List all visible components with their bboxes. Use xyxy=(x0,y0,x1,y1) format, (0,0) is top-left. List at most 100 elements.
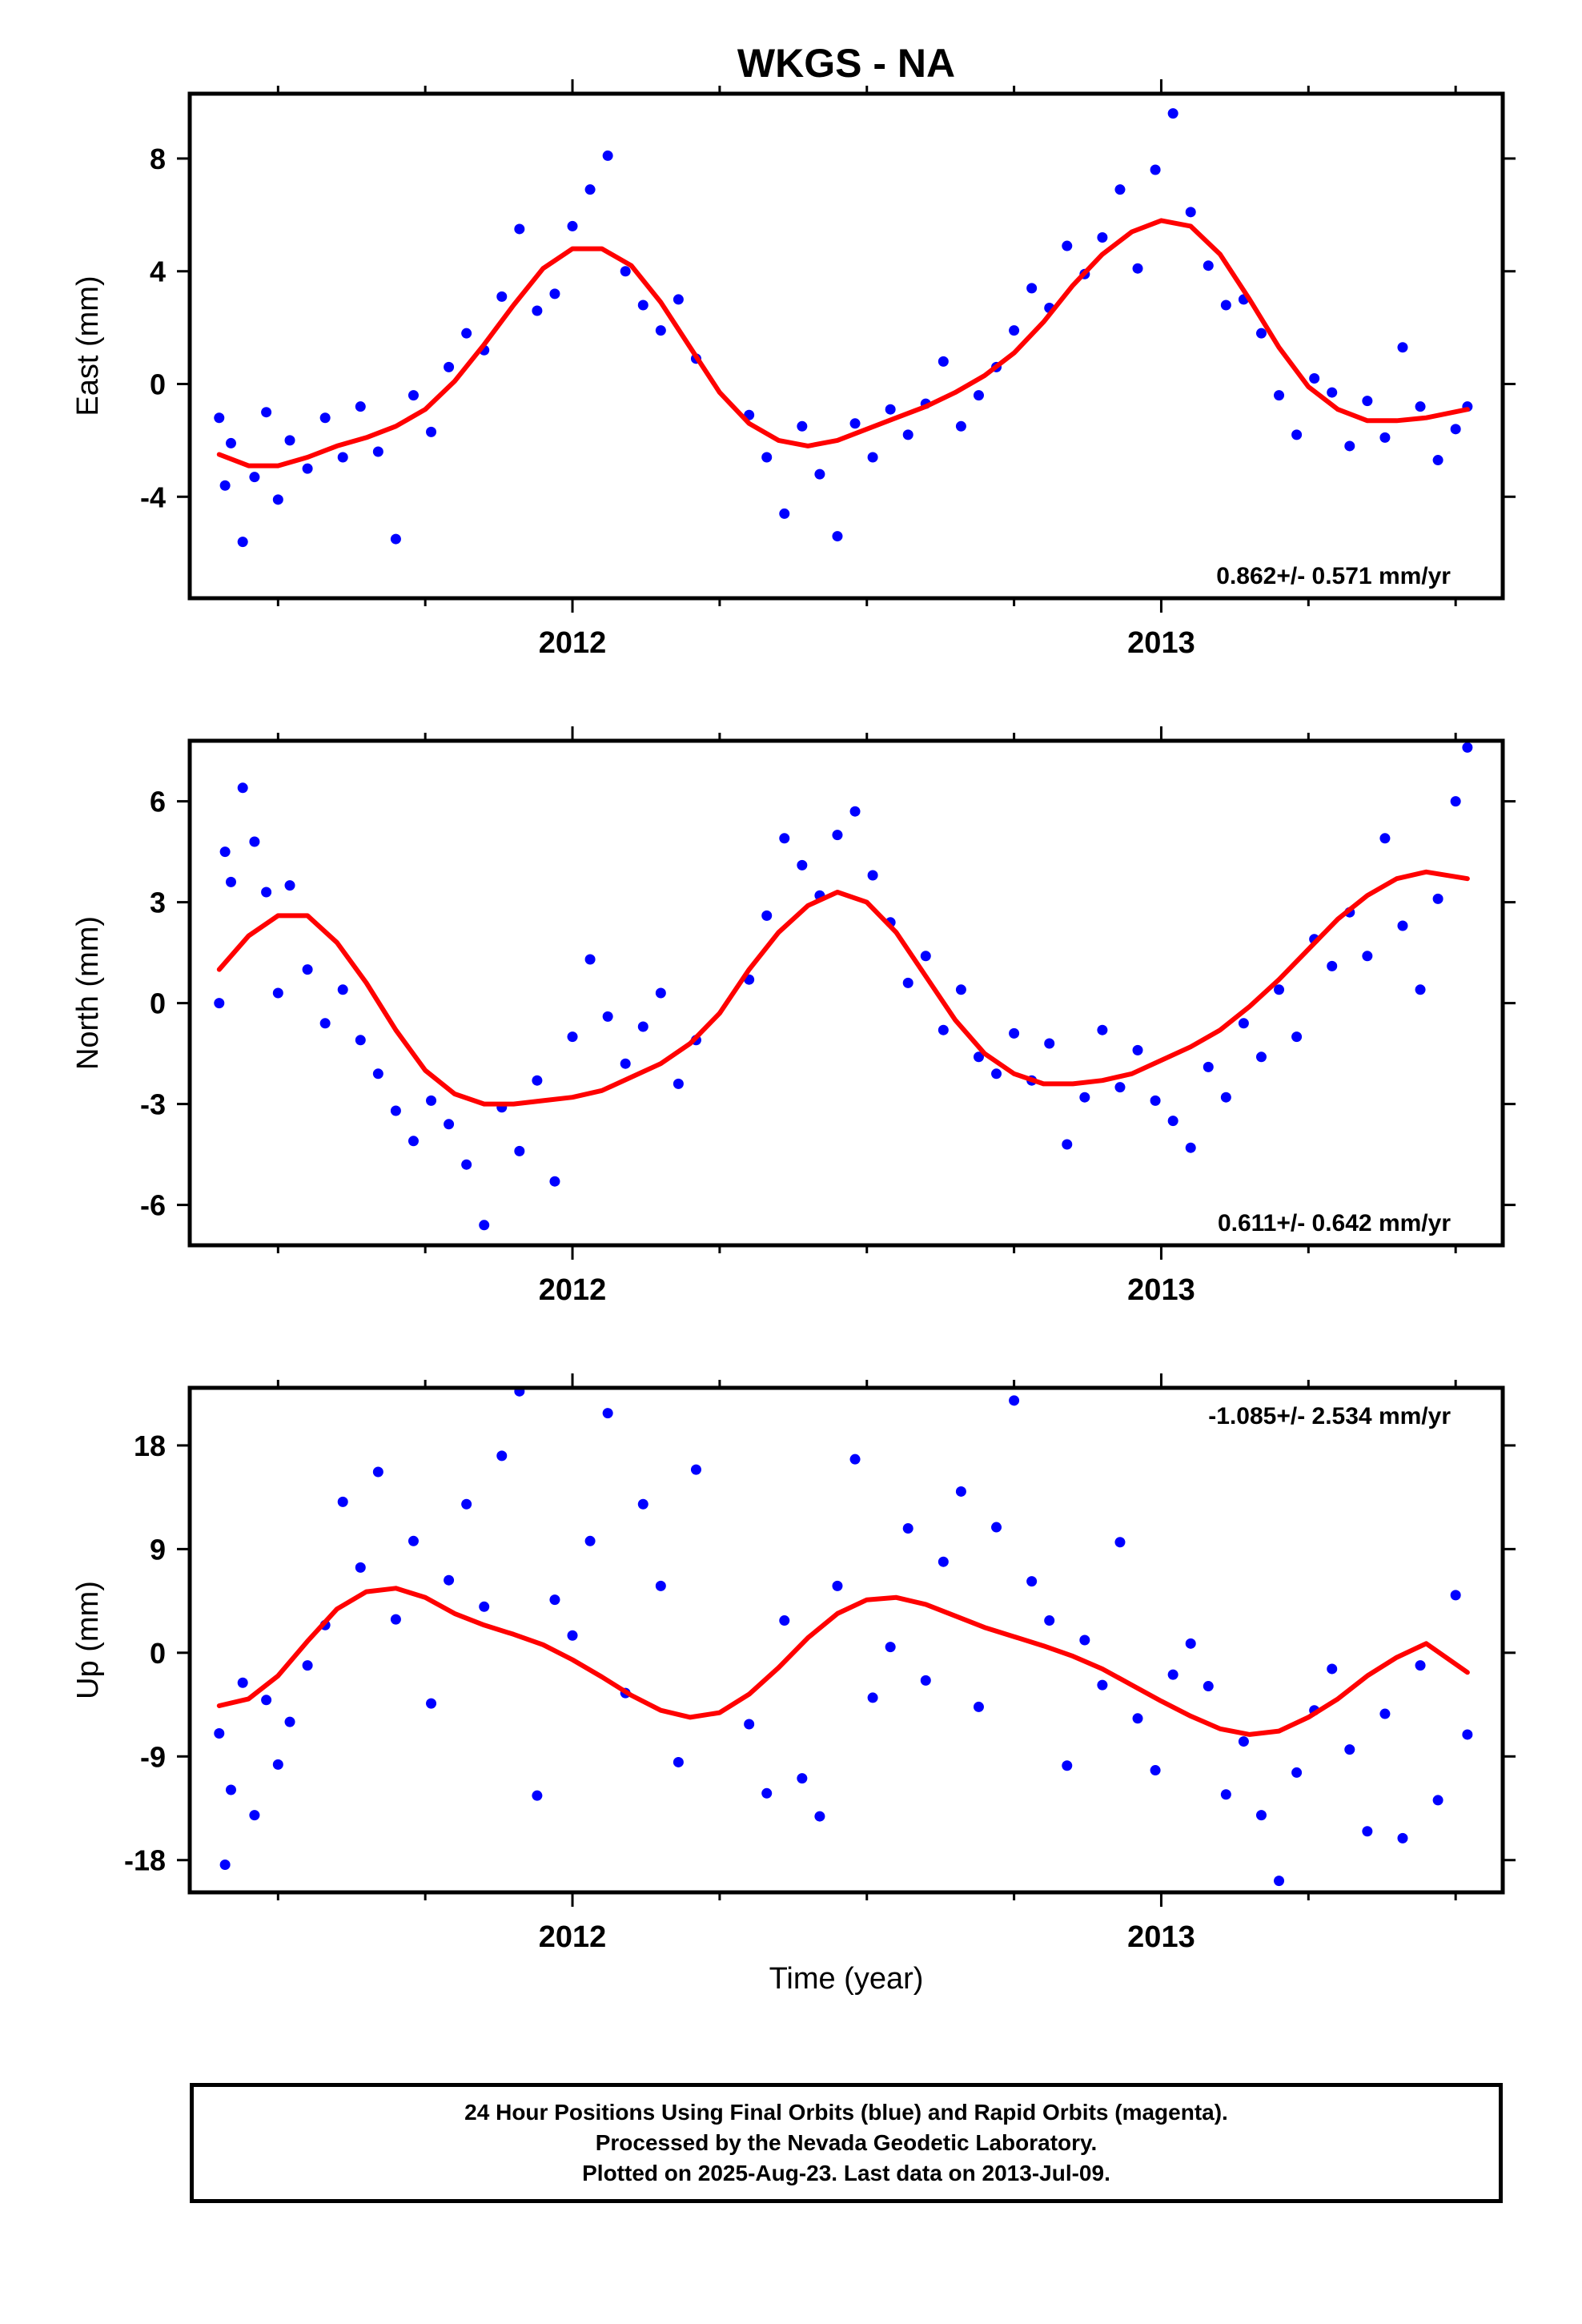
data-point-up xyxy=(637,1498,648,1510)
y-tick-label: 9 xyxy=(150,1533,166,1566)
data-point-up xyxy=(867,1692,878,1703)
x-tick-label: 2013 xyxy=(1127,1920,1195,1954)
data-point-north xyxy=(249,836,260,847)
data-point-east xyxy=(849,418,861,429)
data-point-east xyxy=(355,401,366,412)
footer-line-orbits: 24 Hour Positions Using Final Orbits (bl… xyxy=(464,2100,1228,2125)
data-point-east xyxy=(761,452,773,463)
data-point-east xyxy=(319,412,331,424)
data-point-north xyxy=(1185,1142,1196,1153)
data-point-up xyxy=(690,1464,701,1475)
data-point-east xyxy=(337,452,348,463)
data-point-north xyxy=(237,782,248,794)
data-point-up xyxy=(1044,1615,1055,1626)
data-point-north xyxy=(261,887,272,898)
data-points-up xyxy=(214,1388,1473,1887)
data-point-up xyxy=(955,1486,966,1497)
x-tick-label: 2012 xyxy=(539,1920,607,1954)
data-point-north xyxy=(920,951,931,962)
data-point-east xyxy=(1415,401,1426,412)
data-point-up xyxy=(1450,1590,1461,1601)
data-point-north xyxy=(779,833,790,844)
data-point-up xyxy=(920,1675,931,1686)
data-point-north xyxy=(1274,984,1285,995)
data-point-east xyxy=(496,291,508,302)
data-point-up xyxy=(1462,1729,1473,1740)
data-point-up xyxy=(938,1556,949,1567)
data-point-north xyxy=(637,1021,648,1032)
data-point-east xyxy=(1185,207,1196,218)
data-point-up xyxy=(761,1787,773,1799)
data-point-east xyxy=(219,480,231,491)
rate-label-up: -1.085+/- 2.534 mm/yr xyxy=(1208,1403,1451,1429)
data-point-east xyxy=(237,537,248,548)
data-point-north xyxy=(655,987,666,999)
data-point-north xyxy=(1167,1116,1178,1127)
data-point-up xyxy=(1362,1826,1373,1837)
figure-title: WKGS - NA xyxy=(737,41,955,86)
data-point-east xyxy=(832,531,843,542)
data-point-up xyxy=(991,1522,1002,1533)
data-point-east xyxy=(390,533,401,545)
data-point-north xyxy=(849,806,861,817)
y-tick-label: -6 xyxy=(140,1189,166,1222)
data-point-north xyxy=(797,859,808,870)
plot-area-east xyxy=(190,94,1503,598)
data-point-east xyxy=(549,288,560,300)
data-point-north xyxy=(867,870,878,881)
data-point-up xyxy=(1009,1395,1020,1406)
y-tick-label: 0 xyxy=(150,1637,166,1670)
data-points-north xyxy=(214,742,1473,1231)
data-point-up xyxy=(1097,1679,1108,1691)
data-point-north xyxy=(225,876,236,887)
data-point-up xyxy=(673,1756,684,1767)
y-tick-label: 4 xyxy=(150,255,166,288)
data-point-up xyxy=(1079,1634,1090,1646)
x-tick-label: 2013 xyxy=(1127,1273,1195,1307)
data-point-east xyxy=(1432,455,1443,466)
data-point-north xyxy=(973,1051,984,1063)
data-point-north xyxy=(584,954,596,965)
data-point-up xyxy=(1062,1760,1073,1771)
data-point-up xyxy=(261,1695,272,1706)
data-point-east xyxy=(973,390,984,401)
data-point-up xyxy=(1255,1810,1267,1821)
data-point-east xyxy=(1327,387,1338,398)
data-point-north xyxy=(1238,1018,1249,1029)
x-tick-label: 2013 xyxy=(1127,626,1195,660)
data-point-east xyxy=(584,184,596,195)
data-point-north xyxy=(549,1176,560,1187)
data-point-up xyxy=(1415,1660,1426,1671)
data-point-north xyxy=(1150,1095,1161,1106)
data-point-east xyxy=(1203,260,1214,271)
data-point-up xyxy=(1185,1638,1196,1649)
footer-line-processed-by: Processed by the Nevada Geodetic Laborat… xyxy=(595,2130,1098,2155)
data-point-north xyxy=(1362,951,1373,962)
data-point-up xyxy=(390,1614,401,1625)
data-point-east xyxy=(1009,325,1020,336)
data-point-north xyxy=(1327,960,1338,971)
data-point-east xyxy=(1397,342,1408,353)
data-point-up xyxy=(567,1630,578,1641)
data-point-north xyxy=(991,1068,1002,1080)
data-point-up xyxy=(214,1728,225,1739)
plot-area-up xyxy=(190,1388,1503,1892)
data-point-north xyxy=(1203,1061,1214,1072)
y-tick-label: -4 xyxy=(140,480,166,513)
data-point-east xyxy=(1291,429,1303,440)
data-point-east xyxy=(1132,263,1143,274)
data-point-up xyxy=(1274,1876,1285,1887)
data-point-up xyxy=(479,1601,490,1612)
data-point-east xyxy=(214,412,225,424)
data-point-north xyxy=(319,1018,331,1029)
data-point-up xyxy=(1220,1789,1231,1800)
data-point-up xyxy=(1379,1708,1391,1719)
panel-east: 2012 2013 -4 0 4 8 East (mm) 0.862+/- 0.571 mm/… xyxy=(71,79,1516,660)
x-tick-label: 2012 xyxy=(539,1273,607,1307)
data-point-north xyxy=(219,846,231,858)
x-axis-label: Time (year) xyxy=(769,1962,924,1996)
data-point-up xyxy=(1203,1681,1214,1692)
data-point-north xyxy=(1220,1092,1231,1103)
panel-up: 2012 2013 -18 -9 0 9 18 Up (mm) -1.085+/- 2.534 … xyxy=(71,1373,1516,1996)
data-point-up xyxy=(797,1773,808,1784)
